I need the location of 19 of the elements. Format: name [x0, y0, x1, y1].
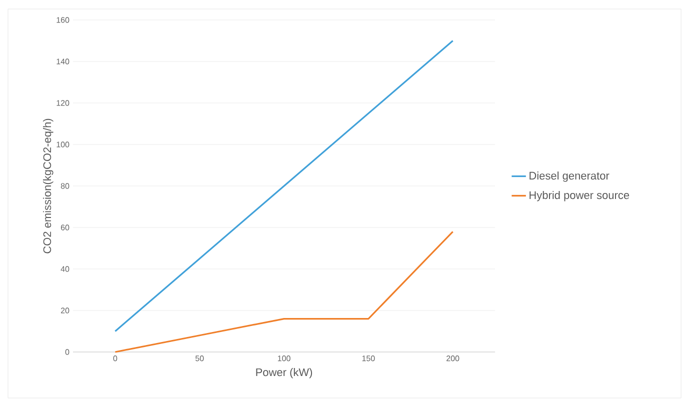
y-tick-label: 160 [56, 17, 70, 23]
y-tick-label: 140 [56, 58, 70, 64]
line-series [114, 230, 454, 353]
legend-label: Diesel generator [530, 172, 610, 182]
x-tick-label: 100 [278, 356, 290, 362]
x-tick-label: 150 [362, 356, 375, 362]
y-tick-label: 40 [60, 266, 70, 272]
x-tick-label: 50 [195, 356, 204, 362]
y-tick-label: 60 [60, 224, 70, 230]
x-tick-label: 200 [446, 356, 460, 362]
x-tick-label: 0 [113, 356, 118, 362]
legend-label: Hybrid power source [530, 190, 630, 202]
y-tick-label: 0 [65, 349, 70, 355]
y-axis-title: CO2 emission(kgCO2-eq/h) [43, 118, 54, 254]
x-axis-title: Power (kW) [256, 368, 312, 378]
y-tick-label: 20 [60, 308, 70, 314]
y-tick-label: 100 [56, 142, 70, 148]
y-tick-label: 120 [56, 100, 70, 106]
y-tick-label: 80 [60, 183, 70, 189]
